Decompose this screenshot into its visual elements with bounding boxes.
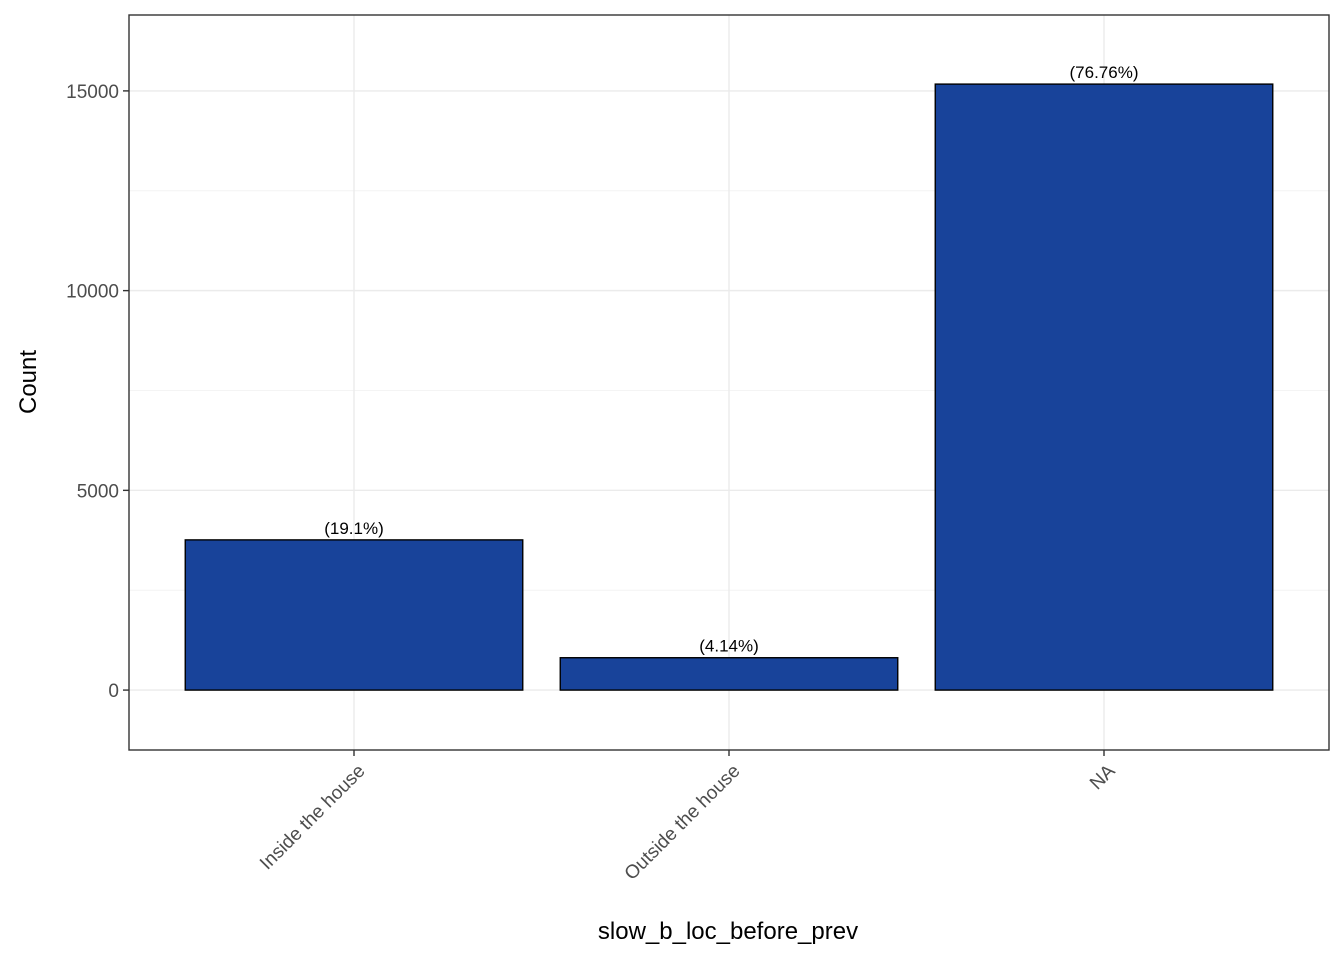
bar-data-label: (76.76%) xyxy=(1070,63,1139,82)
bar-data-label: (19.1%) xyxy=(324,519,384,538)
bar xyxy=(184,539,524,691)
y-axis: 0 5000 10000 15000 xyxy=(66,82,129,702)
data-labels: (19.1%) (4.14%) (76.76%) xyxy=(324,63,1138,656)
bar xyxy=(934,83,1274,691)
y-tick-label: 5000 xyxy=(77,481,119,502)
bar xyxy=(559,657,899,691)
y-tick-label: 10000 xyxy=(66,282,119,303)
y-tick-label: 15000 xyxy=(66,82,119,103)
bar-data-label: (4.14%) xyxy=(699,637,759,656)
y-tick-label: 0 xyxy=(108,681,119,702)
y-axis-title: Count xyxy=(15,350,42,414)
bars xyxy=(184,83,1274,691)
x-axis-title: slow_b_loc_before_prev xyxy=(598,918,858,945)
